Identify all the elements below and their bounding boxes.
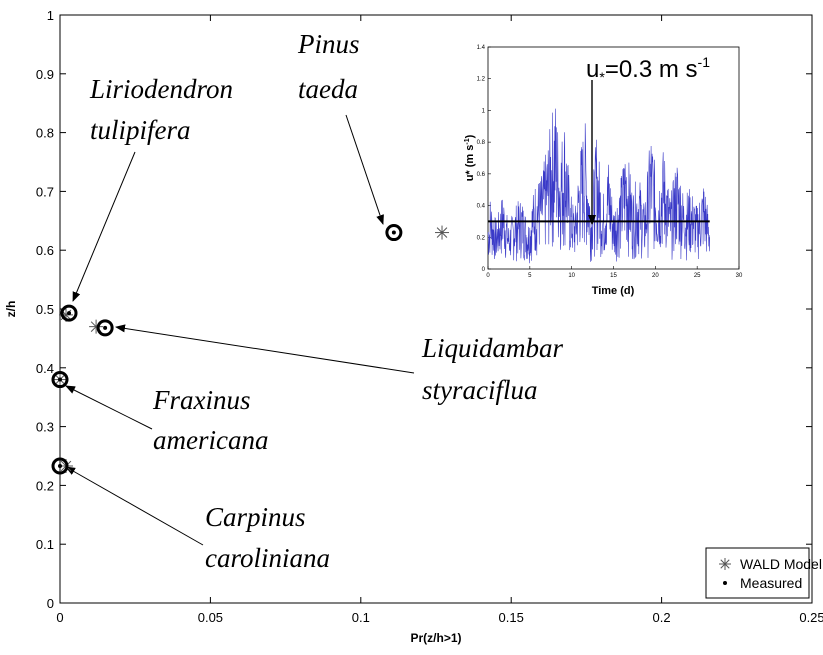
inset-y-axis-label: u* (m s-1) — [464, 134, 476, 181]
y-tick-label: 0.9 — [36, 67, 54, 82]
measured-point — [60, 304, 78, 322]
arrow-fraxinus-americana — [65, 385, 153, 430]
label-liriodendron-tulipifera: Liriodendron tulipifera — [89, 74, 240, 145]
label-liquidambar-styraciflua: Liquidambar styraciflua — [421, 333, 570, 405]
measured-point — [96, 319, 114, 337]
arrow-liriodendron-tulipifera — [72, 151, 136, 302]
x-tick-label: 0.25 — [799, 610, 823, 625]
y-tick-label: 1 — [47, 8, 54, 23]
arrow-carpinus-caroliniana — [65, 466, 204, 546]
inset-x-tick-label: 10 — [568, 273, 575, 279]
x-tick-label: 0.2 — [653, 610, 671, 625]
y-tick-label: 0.6 — [36, 243, 54, 258]
inset-y-tick-label: 0.4 — [477, 204, 486, 210]
arrow-liquidambar-styraciflua — [115, 324, 415, 374]
legend-wald-model-label: WALD Model — [740, 556, 822, 572]
x-tick-label: 0 — [56, 610, 63, 625]
label-fraxinus-americana: Fraxinus americana — [152, 385, 268, 455]
inset-y-tick-label: 0 — [482, 267, 486, 273]
legend-wald-model-marker — [719, 558, 731, 570]
legend-box — [705, 547, 810, 599]
x-tick-label: 0.05 — [198, 610, 223, 625]
inset-x-tick-label: 20 — [652, 273, 659, 279]
inset-x-tick-label: 5 — [528, 273, 532, 279]
inset-y-tick-label: 1 — [482, 108, 486, 114]
inset-x-tick-label: 0 — [486, 273, 490, 279]
inset-chart: 0 5 10 15 20 25 30 0 0.2 0.4 0.6 0.8 1 1.2 1.4 u*=0.3 … — [464, 45, 743, 297]
y-tick-label: 0.4 — [36, 361, 54, 376]
series-measured — [51, 224, 403, 475]
y-tick-label: 0.2 — [36, 478, 54, 493]
inset-x-axis-label: Time (d) — [592, 285, 635, 297]
label-carpinus-caroliniana: Carpinus caroliniana — [205, 502, 330, 573]
main-tick-labels: 0 0.05 0.1 0.15 0.2 0.2500.10.20.30.40.50.60.… — [36, 8, 823, 625]
y-axis-label: z/h — [4, 301, 18, 318]
inset-tick-labels: 0 5 10 15 20 25 30 0 0.2 0.4 0.6 0.8 1 1.2 1.4 — [477, 45, 743, 279]
inset-y-tick-label: 1.4 — [477, 45, 486, 51]
legend-asterisk — [719, 558, 731, 570]
inset-y-tick-label: 1.2 — [477, 77, 486, 83]
measured-point — [385, 224, 403, 242]
y-tick-label: 0.7 — [36, 184, 54, 199]
y-tick-label: 0.3 — [36, 420, 54, 435]
inset-y-tick-label: 0.8 — [477, 140, 486, 146]
inset-threshold-annotation: u*=0.3 m s-1 — [586, 54, 710, 85]
y-tick-label: 0.8 — [36, 126, 54, 141]
x-tick-label: 0.15 — [499, 610, 524, 625]
y-tick-label: 0 — [47, 596, 54, 611]
measured-point — [51, 371, 69, 389]
y-tick-label: 0.1 — [36, 537, 54, 552]
y-tick-label: 0.5 — [36, 302, 54, 317]
arrow-pinus-taeda — [345, 114, 384, 225]
legend-measured-marker — [723, 581, 727, 585]
inset-x-tick-label: 30 — [736, 273, 743, 279]
inset-x-tick-label: 25 — [694, 273, 701, 279]
legend: WALD Model Measured — [705, 547, 822, 599]
legend-measured-label: Measured — [740, 575, 802, 591]
wald-model-point — [435, 225, 450, 240]
main-axis-ticks — [59, 14, 813, 604]
label-pinus-taeda: Pinus taeda — [297, 29, 366, 104]
inset-x-tick-label: 15 — [610, 273, 617, 279]
x-axis-label: Pr(z/h>1) — [410, 631, 461, 645]
x-tick-label: 0.1 — [352, 610, 370, 625]
inset-y-tick-label: 0.2 — [477, 235, 486, 241]
inset-y-tick-label: 0.6 — [477, 172, 486, 178]
measured-point — [51, 457, 69, 475]
